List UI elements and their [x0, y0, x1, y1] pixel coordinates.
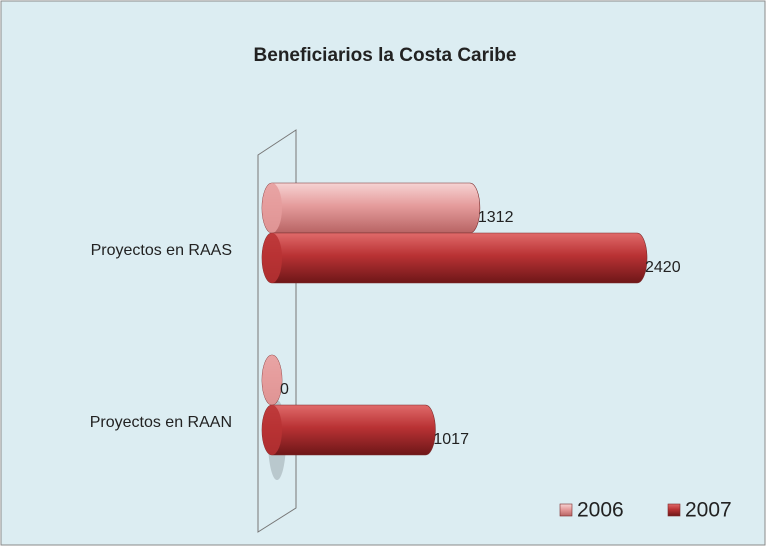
category-label: Proyectos en RAAN: [90, 414, 232, 431]
axis-wall: [257, 129, 297, 533]
bar: [261, 182, 481, 234]
category-label: Proyectos en RAAS: [91, 242, 232, 259]
data-label: 1312: [478, 209, 514, 226]
data-label: 0: [280, 381, 289, 398]
data-label: 2420: [645, 259, 681, 276]
legend-label: 2006: [577, 499, 624, 522]
legend-swatch: [667, 503, 681, 517]
bar-cap: [262, 233, 282, 283]
chart-title: Beneficiarios la Costa Caribe: [254, 45, 517, 66]
data-label: 1017: [433, 431, 469, 448]
bar: [261, 232, 648, 284]
bar-cap: [262, 355, 282, 405]
legend-swatch: [559, 503, 573, 517]
bar: [261, 404, 436, 456]
bar-cap: [262, 405, 282, 455]
bar-cap: [262, 183, 282, 233]
legend-label: 2007: [685, 499, 732, 522]
